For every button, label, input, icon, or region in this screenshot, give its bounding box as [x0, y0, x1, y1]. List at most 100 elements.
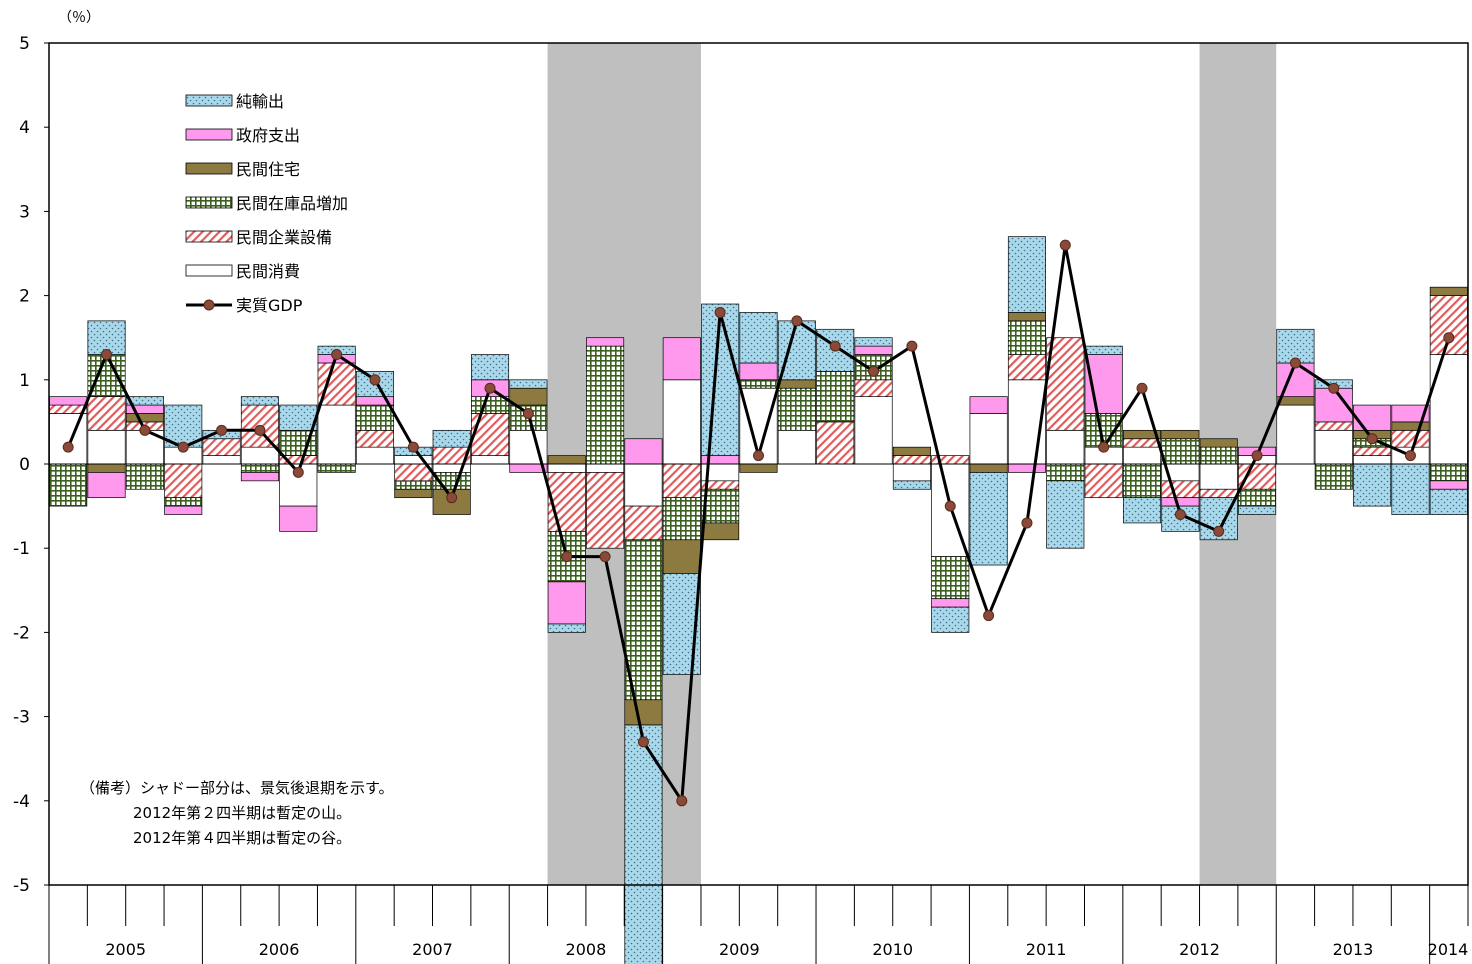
note: （備考）シャドー部分は、景気後退期を示す。 2012年第２四半期は暫定の山。 2… — [80, 779, 394, 847]
bar-segment — [1161, 429, 1200, 440]
bar-segment — [1161, 480, 1200, 499]
x-year-label: 2007 — [412, 940, 453, 959]
y-tick-label: 1 — [19, 371, 30, 391]
bar-segment — [586, 345, 625, 465]
bar-segment — [739, 379, 778, 389]
bar-segment — [739, 463, 778, 473]
gdp-point — [62, 441, 74, 453]
bar-segment — [49, 413, 88, 465]
bar-segment — [1391, 404, 1430, 423]
gdp-point — [753, 450, 764, 462]
bar-segment — [471, 455, 510, 465]
bar-segment — [164, 463, 203, 499]
bar-segment — [471, 413, 510, 456]
gdp-point — [944, 500, 956, 512]
bar-segment — [49, 396, 88, 406]
gdp-point — [484, 382, 496, 394]
bar-segment — [125, 396, 164, 406]
legend-swatch-government — [185, 128, 233, 141]
bar-segment — [1276, 404, 1315, 465]
bar-segment — [1007, 236, 1046, 313]
legend-swatch-inventory — [185, 196, 233, 209]
bar-segment — [1122, 429, 1162, 440]
bar-segment — [547, 623, 586, 633]
bar-segment — [624, 438, 663, 465]
bar-segment — [1429, 295, 1468, 355]
bar-segment — [892, 463, 931, 482]
legend-label-inventory: 民間在庫品増加 — [236, 194, 348, 213]
gdp-point — [1174, 509, 1186, 521]
bar-segment — [931, 606, 970, 633]
bar-segment — [240, 446, 279, 465]
y-tick-label: 5 — [19, 34, 30, 54]
legend: 純輸出 政府支出 民間住宅 民間在庫品増加 民間企業設備 民間消費 実質GDP — [185, 92, 348, 315]
y-tick-label: -2 — [13, 623, 30, 643]
bar-segment — [1238, 463, 1277, 490]
legend-label-gdp: 実質GDP — [236, 296, 303, 315]
bar-segment — [1391, 463, 1430, 515]
gdp-point — [1328, 382, 1340, 394]
bar-segment — [87, 472, 126, 499]
bar-segment — [164, 497, 203, 507]
bar-segment — [355, 446, 395, 465]
x-year-label: 2010 — [872, 940, 913, 959]
bar-segment — [1314, 463, 1353, 490]
legend-swatch-gdp-marker — [203, 299, 215, 311]
bar-segment — [777, 429, 816, 465]
x-year-label: 2006 — [259, 940, 300, 959]
bar-segment — [1391, 421, 1430, 431]
y-tick-label: 0 — [19, 455, 30, 475]
bar-segment — [1199, 438, 1238, 448]
bar-segment — [931, 598, 970, 608]
bar-segment — [624, 463, 663, 507]
note-line-3: 2012年第４四半期は暫定の谷。 — [133, 829, 351, 847]
bar-segment — [1353, 463, 1392, 507]
bar-segment — [355, 404, 395, 431]
bar-segment — [509, 379, 548, 389]
legend-label-net-exports: 純輸出 — [236, 92, 284, 111]
bar-segment — [1238, 488, 1277, 507]
gdp-point — [906, 340, 918, 352]
bar-segment — [1007, 354, 1046, 381]
gdp-line — [62, 239, 1455, 807]
bar-segment — [1007, 320, 1046, 355]
gdp-point — [369, 374, 381, 386]
gdp-point — [599, 551, 611, 563]
gdp-point — [829, 340, 841, 352]
bar-segment — [662, 379, 701, 465]
bar-segment — [1429, 488, 1468, 515]
bar-segment — [432, 463, 471, 473]
bar-segment — [1429, 463, 1468, 482]
gdp-point — [139, 424, 151, 436]
bar-segment — [202, 438, 241, 456]
bar-segment — [317, 463, 356, 473]
bar-segment — [662, 539, 701, 574]
gdp-point — [561, 551, 573, 563]
y-tick-label: 3 — [19, 202, 30, 222]
gdp-point — [676, 795, 688, 807]
gdp-point — [101, 349, 113, 361]
bar-segment — [892, 455, 931, 465]
bar-segment — [87, 463, 126, 473]
bar-segment — [87, 429, 126, 465]
bar-segment — [777, 387, 816, 431]
bar-segment — [701, 522, 740, 541]
bar-segment — [547, 472, 586, 532]
bar-segment — [1353, 404, 1392, 431]
bar-segment — [624, 539, 663, 701]
bar-segment — [547, 455, 586, 465]
gdp-point — [1059, 239, 1071, 251]
bar-segment — [202, 455, 241, 465]
gdp-point — [714, 306, 726, 318]
bar-segment — [471, 354, 510, 381]
gdp-point — [331, 349, 343, 361]
gdp-point — [407, 441, 419, 453]
bar-segment — [969, 472, 1008, 566]
bar-segment — [624, 699, 663, 726]
gdp-point — [1136, 382, 1148, 394]
gdp-point — [177, 441, 189, 453]
bar-segment — [969, 463, 1008, 473]
bar-segment — [317, 362, 356, 406]
bar-segment — [701, 488, 740, 524]
bar-segment — [1314, 421, 1353, 431]
